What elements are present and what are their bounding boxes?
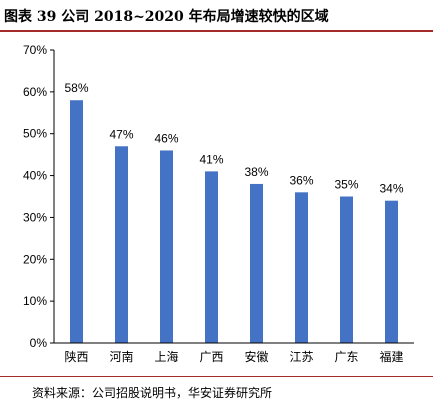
x-category-label: 河南	[109, 349, 133, 364]
y-tick-label: 40%	[23, 169, 47, 183]
bar	[205, 171, 218, 343]
y-tick-label: 10%	[23, 294, 47, 308]
x-category-label: 上海	[154, 349, 178, 364]
x-category-label: 安徽	[244, 349, 268, 364]
data-label: 58%	[64, 81, 88, 95]
x-axis: 陕西 河南 上海 广西 安徽 江苏 广东 福建	[54, 342, 414, 364]
bar	[295, 192, 308, 343]
y-axis: 0% 10% 20% 30% 40% 50% 60% 70%	[23, 43, 55, 350]
x-category-label: 福建	[379, 349, 403, 364]
y-tick-label: 20%	[23, 252, 47, 266]
bar	[70, 100, 83, 343]
data-label: 47%	[109, 127, 133, 141]
source-note: 资料来源：公司招股说明书，华安证券研究所	[32, 386, 273, 400]
data-label: 36%	[289, 173, 313, 187]
x-category-label: 陕西	[64, 349, 88, 364]
data-label: 46%	[154, 131, 178, 145]
bar-chart: 0% 10% 20% 30% 40% 50% 60% 70% 58% 47% 46% 41% 38% 3…	[23, 43, 414, 364]
data-label: 35%	[334, 178, 358, 192]
y-tick-label: 30%	[23, 210, 47, 224]
data-label: 38%	[244, 165, 268, 179]
y-tick-label: 60%	[23, 85, 47, 99]
data-label: 41%	[199, 152, 223, 166]
source-divider	[0, 376, 433, 377]
data-label: 34%	[379, 182, 403, 196]
y-tick-label: 70%	[23, 43, 47, 57]
bar	[115, 146, 128, 343]
x-category-label: 广东	[334, 350, 358, 364]
figure-title: 图表 39 公司 2018~2020 年布局增速较快的区域	[4, 9, 329, 25]
bar	[340, 196, 353, 343]
x-category-label: 广西	[199, 350, 223, 364]
bar	[385, 200, 398, 343]
x-category-label: 江苏	[289, 350, 313, 364]
bar	[160, 150, 173, 343]
y-tick-label: 50%	[23, 127, 47, 141]
y-tick-label: 0%	[30, 336, 48, 350]
bars: 58% 47% 46% 41% 38% 36% 35% 34%	[64, 81, 404, 343]
title-divider	[0, 30, 433, 32]
bar	[250, 183, 263, 343]
